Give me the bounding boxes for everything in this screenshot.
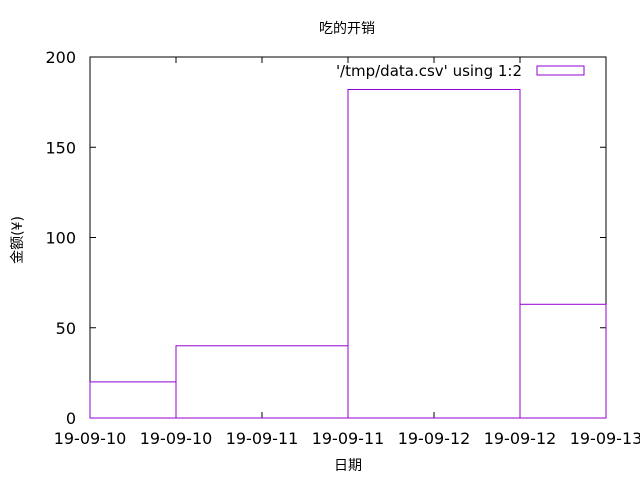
bar (176, 346, 348, 418)
x-tick-label: 19-09-10 (54, 429, 127, 448)
legend-label: '/tmp/data.csv' using 1:2 (336, 62, 522, 80)
y-axis-label: 金额(¥) (10, 216, 26, 264)
bar-series (90, 89, 606, 418)
chart-title: 吃的开销 (319, 21, 375, 37)
y-tick-label: 0 (66, 409, 76, 428)
x-axis: 19-09-10 19-09-10 19-09-11 19-09-11 19-09-12… (54, 57, 640, 448)
x-tick-label: 19-09-11 (226, 429, 299, 448)
y-tick-label: 150 (45, 138, 76, 157)
y-tick-label: 100 (45, 229, 76, 248)
x-tick-label: 19-09-12 (398, 429, 471, 448)
y-tick-label: 50 (56, 319, 76, 338)
x-axis-label: 日期 (334, 458, 362, 474)
y-axis: 0 50 100 150 200 (45, 48, 606, 428)
bar (90, 382, 176, 418)
legend: '/tmp/data.csv' using 1:2 (336, 62, 584, 80)
x-tick-label: 19-09-13 (570, 429, 640, 448)
legend-swatch (537, 66, 584, 75)
x-tick-label: 19-09-12 (484, 429, 557, 448)
x-tick-label: 19-09-11 (312, 429, 385, 448)
y-tick-label: 200 (45, 48, 76, 67)
x-tick-label: 19-09-10 (140, 429, 213, 448)
bar (520, 304, 606, 418)
bar (348, 89, 520, 418)
